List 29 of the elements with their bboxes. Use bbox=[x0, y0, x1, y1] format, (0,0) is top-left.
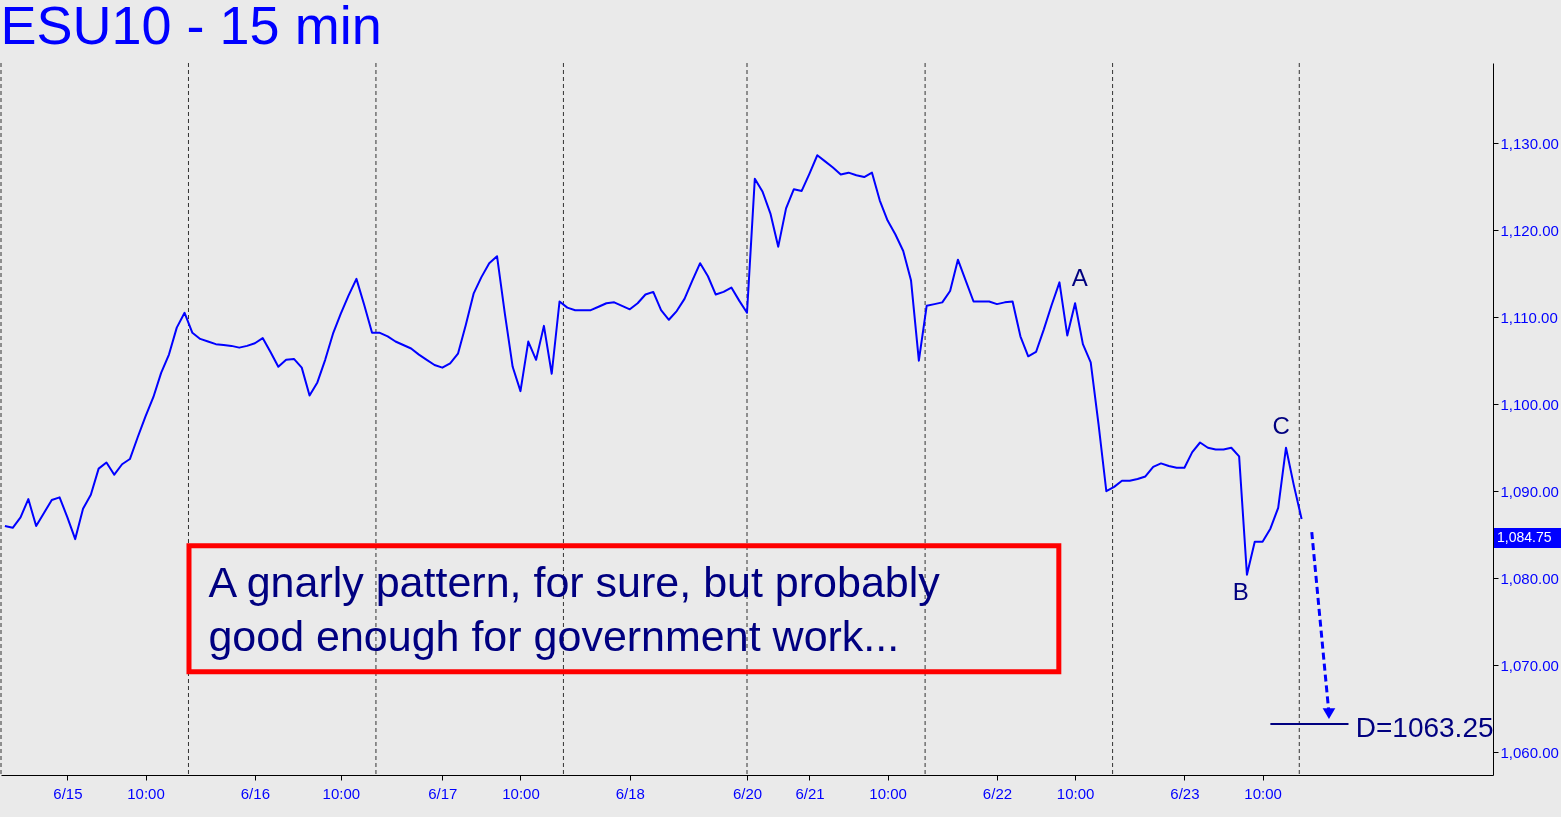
x-tick-label: 10:00 bbox=[1244, 784, 1282, 802]
x-tick-label: 6/22 bbox=[982, 784, 1013, 802]
annotation: D=1063.25 bbox=[1355, 712, 1494, 744]
annotation: A bbox=[1071, 263, 1088, 291]
chart-title: ESU10 - 15 min bbox=[0, 0, 382, 55]
annotation: A gnarly pattern, for sure, but probably good enough for government work... bbox=[208, 558, 941, 661]
x-tick-label: 10:00 bbox=[502, 784, 540, 802]
text: 1,084.75 bbox=[1497, 528, 1552, 545]
y-tick-label: 1,080.00 bbox=[1500, 569, 1559, 587]
x-tick-label: 6/20 bbox=[732, 784, 763, 802]
x-tick-label: 10:00 bbox=[1056, 784, 1095, 802]
x-tick-label: 6/23 bbox=[1170, 784, 1200, 802]
annotation: B bbox=[1232, 577, 1249, 605]
y-tick-label: 1,110.00 bbox=[1500, 308, 1558, 326]
x-tick-label: 10:00 bbox=[322, 784, 361, 802]
x-tick-label: 6/15 bbox=[53, 784, 83, 802]
y-tick-label: 1,130.00 bbox=[1500, 134, 1559, 152]
x-tick-label: 10:00 bbox=[127, 784, 165, 802]
x-tick-label: 6/21 bbox=[795, 784, 825, 802]
x-tick-label: 6/17 bbox=[428, 784, 458, 802]
x-tick-label: 6/16 bbox=[240, 784, 270, 802]
y-tick-label: 1,100.00 bbox=[1500, 395, 1559, 413]
x-tick-label: 10:00 bbox=[869, 784, 907, 802]
y-tick-label: 1,090.00 bbox=[1500, 482, 1559, 500]
y-tick-label: 1,120.00 bbox=[1500, 221, 1559, 239]
annotation: C bbox=[1272, 411, 1290, 439]
y-tick-label: 1,060.00 bbox=[1500, 743, 1559, 761]
y-tick-label: 1,070.00 bbox=[1500, 656, 1559, 674]
x-tick-label: 6/18 bbox=[615, 784, 645, 802]
